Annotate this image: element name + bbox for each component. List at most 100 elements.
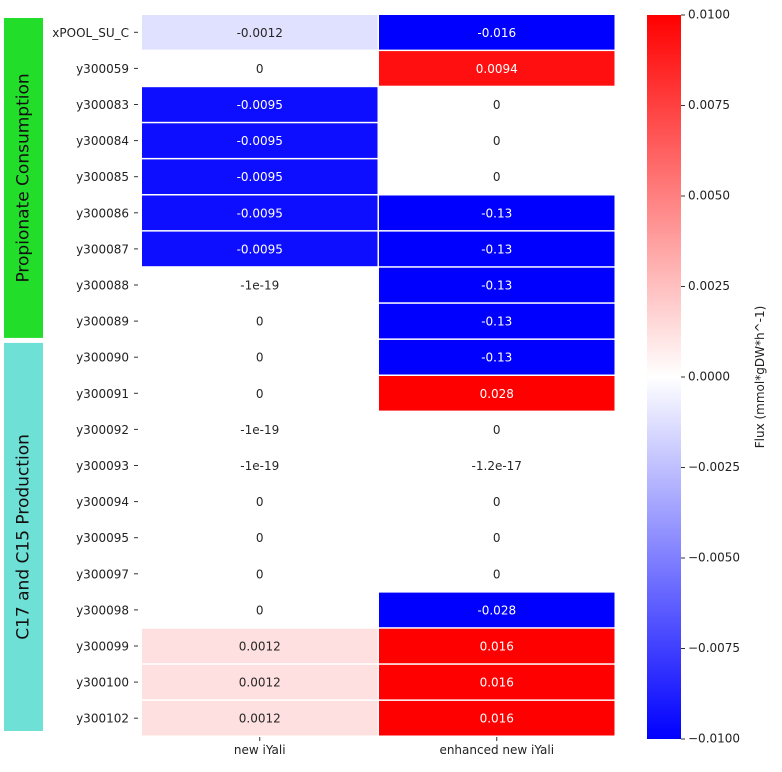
row-tick-label: y300084: [76, 134, 129, 148]
row-tick-label: y300097: [76, 567, 129, 581]
cell-value-label: -0.13: [481, 351, 512, 365]
cell-value-label: -0.0095: [237, 134, 283, 148]
row-tick-label: y300093: [76, 459, 129, 473]
heatmap-cell: [142, 339, 378, 375]
heatmap-cell: [379, 376, 615, 411]
cell-value-label: 0.0094: [476, 62, 518, 76]
cell-value-label: -0.0095: [237, 242, 283, 256]
cell-value-label: 0: [256, 351, 264, 365]
cell-value-label: -1.2e-17: [472, 459, 522, 473]
heatmap-cell: [379, 123, 615, 158]
row-tick-label: y300098: [76, 603, 129, 617]
heatmap-cell: [379, 339, 615, 375]
cell-value-label: -0.0095: [237, 98, 283, 112]
colorbar-tick-label: 0.0050: [688, 189, 730, 203]
heatmap-cell: [379, 520, 615, 555]
heatmap-cell: [379, 51, 615, 86]
heatmap-cell: [142, 15, 378, 50]
row-tick-label: y300059: [76, 62, 129, 76]
row-tick-label: y300091: [76, 387, 129, 401]
row-tick-label: y300090: [76, 351, 129, 365]
cell-value-label: 0: [493, 567, 501, 581]
heatmap-cell: [379, 15, 615, 50]
heatmap-cell: [142, 195, 378, 231]
colorbar-tick-label: 0.0025: [688, 279, 730, 293]
row-tick-label: y300094: [76, 495, 129, 509]
cell-value-label: 0: [493, 495, 501, 509]
row-group-label: C17 and C15 Production: [14, 434, 34, 640]
row-tick-label: y300088: [76, 279, 129, 293]
cell-value-label: -0.13: [481, 242, 512, 256]
cell-value-label: 0.016: [480, 712, 514, 726]
column-tick-labels: new iYali enhanced new iYali: [234, 737, 554, 757]
colorbar-tick-label: −0.0075: [688, 641, 740, 655]
heatmap-cell: [142, 159, 378, 194]
cell-value-label: 0: [256, 495, 264, 509]
cell-value-label: -0.028: [477, 603, 516, 617]
row-tick-label: y300086: [76, 206, 129, 220]
cell-value-label: -0.016: [477, 26, 516, 40]
row-tick-labels: xPOOL_SU_C y300059 y300083 y300084 y300085 y3…: [52, 26, 138, 726]
heatmap-cell: [142, 87, 378, 122]
heatmap-cell: [142, 592, 378, 628]
cell-value-label: -0.13: [481, 206, 512, 220]
heatmap-cell: [142, 520, 378, 555]
cell-value-label: 0: [493, 423, 501, 437]
column-tick-label: new iYali: [234, 743, 286, 757]
colorbar: 0.0100 0.0075 0.0050 0.0025 0.0000 −0.0025 −0.…: [647, 8, 767, 746]
cell-value-label: 0: [493, 170, 501, 184]
row-tick-label: y300092: [76, 423, 129, 437]
row-group-bar: [4, 18, 43, 338]
cell-value-label: 0.0012: [239, 676, 281, 690]
cell-value-label: -0.0095: [237, 170, 283, 184]
cell-value-label: 0.016: [480, 640, 514, 654]
heatmap-cell: [379, 87, 615, 122]
cell-value-label: 0.016: [480, 676, 514, 690]
heatmap-cell: [142, 412, 378, 447]
row-tick-label: y300099: [76, 640, 129, 654]
heatmap-cell: [379, 412, 615, 447]
cell-value-label: -0.0095: [237, 206, 283, 220]
heatmap-cell: [142, 231, 378, 267]
colorbar-tick-label: −0.0100: [688, 732, 740, 746]
heatmap-cell: [142, 376, 378, 411]
heatmap-cell: [379, 484, 615, 519]
colorbar-tick-label: 0.0075: [688, 98, 730, 112]
heatmap-cell: [379, 556, 615, 592]
row-group-bars: Propionate Consumption C17 and C15 Produc…: [4, 18, 43, 731]
heatmap-cell: [379, 700, 615, 736]
column-tick-label: enhanced new iYali: [439, 743, 554, 757]
cell-value-label: 0.028: [480, 387, 514, 401]
colorbar-tick-label: −0.0025: [688, 460, 740, 474]
row-tick-label: y300100: [76, 676, 129, 690]
cell-value-label: 0: [493, 98, 501, 112]
heatmap-cell: [379, 267, 615, 303]
colorbar-label: Flux (mmol*gDW*h^-1): [753, 306, 767, 449]
row-tick-label: xPOOL_SU_C: [52, 26, 129, 40]
cell-value-label: -1e-19: [240, 459, 279, 473]
cell-value-label: 0: [256, 62, 264, 76]
cell-value-label: 0: [256, 531, 264, 545]
heatmap-cell: [379, 628, 615, 664]
cell-value-label: 0.0012: [239, 712, 281, 726]
heatmap-cell: [142, 556, 378, 592]
heatmap-cell: [379, 448, 615, 483]
heatmap-cell: [142, 628, 378, 664]
row-tick-label: y300095: [76, 531, 129, 545]
row-tick-label: y300089: [76, 315, 129, 329]
heatmap-cells: -0.0012 -0.016 0 0.0094 -0.0095 0 -0.0095 0 -0.0…: [142, 15, 615, 736]
row-tick-label: y300083: [76, 98, 129, 112]
cell-value-label: 0: [493, 531, 501, 545]
colorbar-gradient: [647, 15, 681, 739]
row-tick-label: y300085: [76, 170, 129, 184]
heatmap-cell: [142, 267, 378, 303]
row-group-bar: [4, 342, 43, 731]
heatmap-cell: [142, 51, 378, 86]
cell-value-label: -0.13: [481, 279, 512, 293]
heatmap-cell: [142, 448, 378, 483]
colorbar-tick-label: 0.0100: [688, 8, 730, 22]
cell-value-label: -1e-19: [240, 279, 279, 293]
cell-value-label: 0: [256, 387, 264, 401]
cell-value-label: 0: [256, 603, 264, 617]
